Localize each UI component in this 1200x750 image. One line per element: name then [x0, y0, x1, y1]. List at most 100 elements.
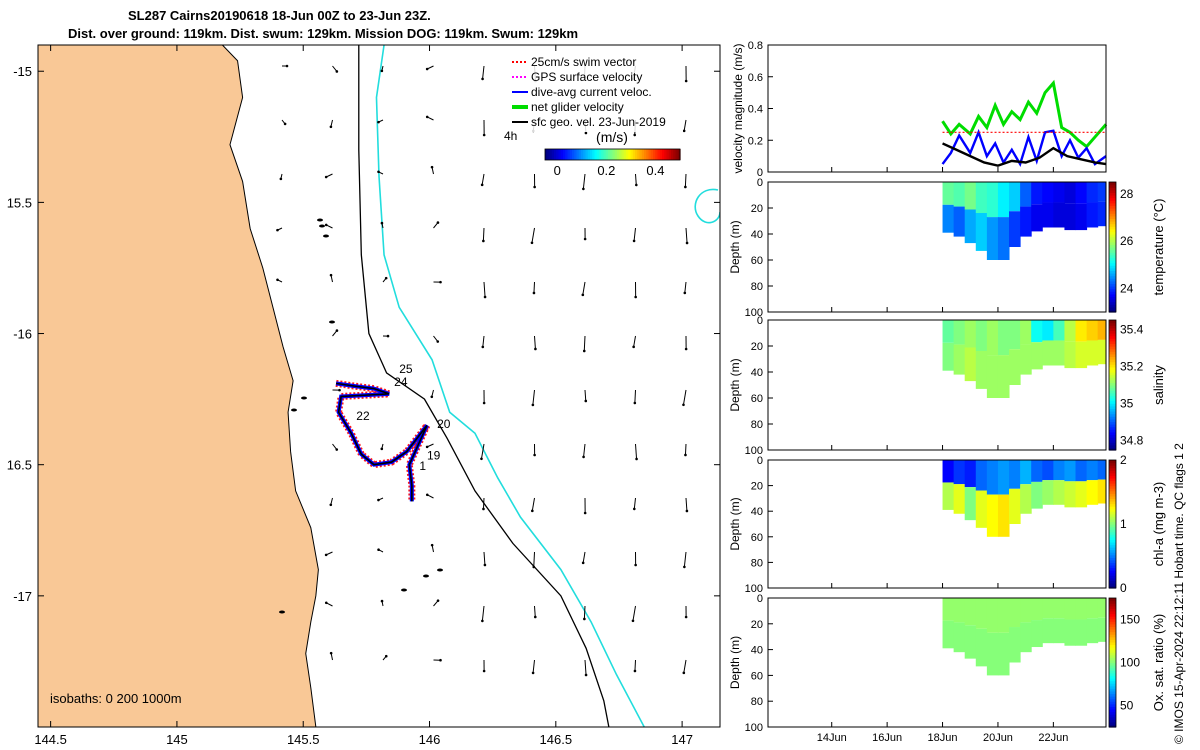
colorbar-cell — [1109, 447, 1116, 451]
y-tick-label: 60 — [751, 532, 763, 544]
colorbar-cell — [1109, 495, 1116, 499]
geo-arrow-head — [531, 671, 535, 675]
geo-arrow-head — [684, 79, 688, 83]
geo-arrow-head — [682, 671, 686, 675]
colorbar-cell — [1109, 215, 1116, 219]
colorbar-cell — [1109, 400, 1116, 404]
geo-arrow — [482, 497, 485, 510]
colorbar-cell — [1109, 557, 1116, 561]
colorbar-cell — [1109, 372, 1116, 376]
colorbar-cell — [1109, 366, 1116, 370]
geo-arrow-head — [425, 67, 429, 71]
section-cell-lower — [1064, 203, 1077, 231]
colorbar-cell — [1109, 361, 1116, 365]
colorbar-frame — [1108, 319, 1117, 451]
section-cell-lower — [942, 482, 955, 510]
geo-arrow-head — [633, 133, 637, 137]
geo-arrow — [737, 552, 738, 563]
x-tick-label: 20Jun — [983, 732, 1013, 744]
geo-arrow — [583, 443, 586, 457]
colorbar-cell — [1109, 275, 1116, 279]
reef-mark — [279, 610, 285, 614]
section-cell-upper — [953, 320, 966, 345]
y-tick-label: 40 — [751, 367, 763, 379]
geo-arrow-head — [582, 455, 585, 459]
geo-arrow-head — [685, 241, 689, 245]
section-cell-upper — [1053, 460, 1065, 481]
section-cell-lower — [997, 355, 1010, 398]
geo-arrow-head — [483, 295, 487, 299]
colorbar-cell — [1109, 395, 1116, 399]
colorbar-tick-label: 26 — [1120, 234, 1134, 248]
section-cell-upper — [975, 320, 988, 352]
colorbar-cell — [1109, 582, 1116, 587]
colorbar-cell — [1109, 442, 1116, 446]
map-clip-group — [38, 45, 739, 727]
colorbar-cell — [1109, 610, 1116, 615]
geo-arrow — [582, 551, 586, 563]
isobaths-label: isobaths: 0 200 1000m — [50, 691, 182, 706]
geo-arrow-head — [439, 280, 442, 284]
section-cell-upper — [964, 320, 977, 348]
colorbar-cell — [1109, 524, 1116, 528]
colorbar-cell — [1109, 621, 1116, 625]
colorbar-cell — [1109, 280, 1116, 284]
colorbar-cell — [1109, 426, 1116, 430]
colorbar-cell — [1109, 662, 1116, 666]
section-cell-lower — [964, 487, 977, 521]
section-cell-upper — [997, 182, 1010, 218]
section-cell-lower — [964, 347, 977, 382]
geo-arrow-head — [584, 673, 588, 677]
section-cell-lower — [986, 355, 999, 398]
section-cell-upper — [1064, 320, 1077, 342]
colorbar-cell — [1109, 703, 1116, 707]
colorbar-cell — [1109, 208, 1116, 212]
colorbar-cell — [1109, 698, 1116, 702]
colorbar-cell — [578, 149, 582, 160]
section-cell-upper — [997, 460, 1010, 495]
colorbar-cell — [1109, 472, 1116, 476]
colorbar-cell — [1109, 719, 1116, 723]
colorbar-tick-label: 150 — [1120, 613, 1140, 627]
geo-arrow — [633, 497, 636, 509]
colorbar-cell — [664, 149, 668, 160]
geo-arrow-head — [532, 291, 536, 295]
colorbar-cell — [635, 149, 638, 160]
colorbar-cell — [1109, 636, 1116, 640]
geo-arrow-head — [635, 457, 638, 461]
section-cell-lower — [1064, 341, 1077, 369]
colorbar-cell — [1109, 647, 1116, 651]
geo-arrow — [684, 173, 687, 188]
geo-arrow — [583, 605, 586, 620]
net-track-line — [335, 382, 428, 502]
geo-arrow-head — [685, 509, 689, 513]
legend-background — [507, 54, 683, 132]
colorbar-cell — [628, 149, 632, 160]
section-cell-lower — [975, 628, 988, 667]
y-tick-label: 100 — [745, 307, 763, 319]
colorbar-tick-label: 35.4 — [1120, 322, 1144, 336]
colorbar-cell — [576, 149, 580, 160]
colorbar-cell — [1109, 327, 1116, 331]
colorbar-cell — [657, 149, 661, 160]
colorbar-cell — [1109, 418, 1116, 422]
section-cell-lower — [1031, 204, 1043, 232]
section-cell-lower — [1064, 481, 1077, 508]
reef-mark — [437, 568, 443, 572]
geo-arrow-head — [634, 563, 637, 567]
velocity-series-net_glider — [941, 79, 1108, 149]
section-cell-upper — [1009, 598, 1021, 628]
geo-arrow-head — [736, 562, 739, 565]
colorbar-cell — [1109, 498, 1116, 502]
colorbar-cell — [1109, 338, 1116, 342]
colorbar-cell — [1109, 205, 1116, 209]
geo-arrow-head — [634, 183, 638, 187]
y-tick-label: 80 — [751, 281, 763, 293]
geo-arrow — [533, 551, 535, 568]
colorbar-cell — [675, 149, 679, 160]
y-tick-label: 40 — [751, 229, 763, 241]
section-cell-lower — [997, 494, 1010, 537]
legend-label: net glider velocity — [531, 100, 624, 114]
colorbar-cell — [1109, 421, 1116, 425]
